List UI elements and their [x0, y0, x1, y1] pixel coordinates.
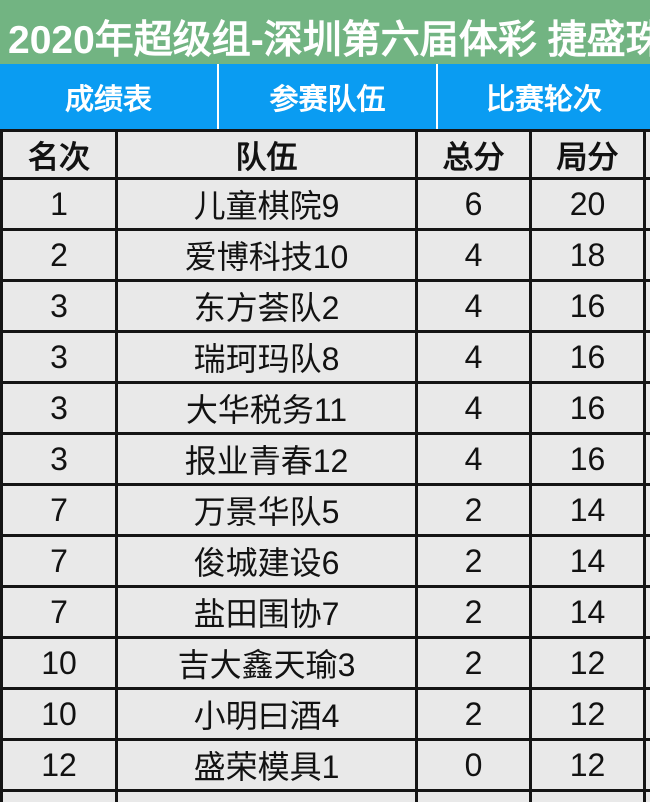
clipped-cell: [643, 534, 650, 588]
clipped-cell: [643, 789, 650, 802]
total-score-cell: 4: [415, 330, 532, 384]
table-row: 3 瑞珂玛队8 4 16: [0, 330, 650, 384]
page-title: 2020年超级组-深圳第六届体彩 捷盛珠宝杯: [8, 19, 650, 62]
rank-cell: 7: [0, 534, 118, 588]
table-row: 10 小明曰酒4 2 12: [0, 687, 650, 741]
clipped-cell: [643, 228, 650, 282]
clipped-cell: [643, 177, 650, 231]
clipped-cell: [643, 330, 650, 384]
table-row: 1 儿童棋院9 6 20: [0, 177, 650, 231]
rank-cell: 1: [0, 177, 118, 231]
total-score-cell: 6: [415, 177, 532, 231]
table-row: 3 大华税务11 4 16: [0, 381, 650, 435]
rank-cell: 12: [0, 738, 118, 792]
team-cell: 爱博科技10: [115, 228, 418, 282]
col-header-total-score: 总分: [415, 129, 532, 180]
team-cell: 瑞珂玛队8: [115, 330, 418, 384]
clipped-cell: [643, 432, 650, 486]
table-row: 7 盐田围协7 2 14: [0, 585, 650, 639]
rank-cell: 3: [0, 432, 118, 486]
game-score-cell: 20: [529, 177, 646, 231]
game-score-cell: 12: [529, 687, 646, 741]
tab-separator: [436, 64, 438, 129]
game-score-cell: 16: [529, 330, 646, 384]
table-header-row: 名次 队伍 总分 局分: [0, 129, 650, 180]
standings-table: 名次 队伍 总分 局分 1 儿童棋院9 6 20 2 爱博科技10 4 18: [0, 129, 650, 802]
col-header-team: 队伍: [115, 129, 418, 180]
rank-cell: 3: [0, 381, 118, 435]
team-cell: 报业青春12: [115, 432, 418, 486]
game-score-cell: 16: [529, 381, 646, 435]
tab-results[interactable]: 成绩表: [0, 64, 217, 129]
team-cell: 大华税务11: [115, 381, 418, 435]
table-row: 3 东方荟队2 4 16: [0, 279, 650, 333]
clipped-cell: [643, 585, 650, 639]
rank-cell: 3: [0, 279, 118, 333]
total-score-cell: 4: [415, 228, 532, 282]
rank-cell: [0, 789, 118, 802]
total-score-cell: 2: [415, 534, 532, 588]
table-row: 2 爱博科技10 4 18: [0, 228, 650, 282]
tab-rounds[interactable]: 比赛轮次: [438, 64, 650, 129]
rank-cell: 7: [0, 585, 118, 639]
team-cell: 吉大鑫天瑜3: [115, 636, 418, 690]
total-score-cell: 2: [415, 687, 532, 741]
rank-cell: 10: [0, 636, 118, 690]
game-score-cell: 14: [529, 534, 646, 588]
rank-cell: 7: [0, 483, 118, 537]
team-cell: 小明曰酒4: [115, 687, 418, 741]
table-row: 7 万景华队5 2 14: [0, 483, 650, 537]
tab-teams[interactable]: 参赛队伍: [219, 64, 436, 129]
table-row: 10 吉大鑫天瑜3 2 12: [0, 636, 650, 690]
col-header-rank: 名次: [0, 129, 118, 180]
game-score-cell: 18: [529, 228, 646, 282]
game-score-cell: 14: [529, 585, 646, 639]
total-score-cell: [415, 789, 532, 802]
clipped-cell: [643, 636, 650, 690]
col-header-clipped: [643, 129, 650, 180]
game-score-cell: 14: [529, 483, 646, 537]
team-cell: 俊城建设6: [115, 534, 418, 588]
total-score-cell: 2: [415, 636, 532, 690]
title-banner: 2020年超级组-深圳第六届体彩 捷盛珠宝杯: [0, 0, 650, 64]
clipped-cell: [643, 381, 650, 435]
rank-cell: 10: [0, 687, 118, 741]
team-cell: 盐田围协7: [115, 585, 418, 639]
total-score-cell: 2: [415, 483, 532, 537]
clipped-cell: [643, 738, 650, 792]
game-score-cell: 16: [529, 432, 646, 486]
rank-cell: 3: [0, 330, 118, 384]
team-cell: 东方荟队2: [115, 279, 418, 333]
total-score-cell: 4: [415, 279, 532, 333]
total-score-cell: 0: [415, 738, 532, 792]
clipped-cell: [643, 279, 650, 333]
total-score-cell: 4: [415, 432, 532, 486]
game-score-cell: 12: [529, 636, 646, 690]
rank-cell: 2: [0, 228, 118, 282]
team-cell: 万景华队5: [115, 483, 418, 537]
total-score-cell: 2: [415, 585, 532, 639]
tab-separator: [217, 64, 219, 129]
col-header-game-score: 局分: [529, 129, 646, 180]
team-cell: 儿童棋院9: [115, 177, 418, 231]
table-row: 7 俊城建设6 2 14: [0, 534, 650, 588]
team-cell: 盛荣模具1: [115, 738, 418, 792]
table-row: 12 盛荣模具1 0 12: [0, 738, 650, 792]
table-row: 3 报业青春12 4 16: [0, 432, 650, 486]
game-score-cell: 16: [529, 279, 646, 333]
game-score-cell: 12: [529, 738, 646, 792]
total-score-cell: 4: [415, 381, 532, 435]
tab-bar: 成绩表 参赛队伍 比赛轮次: [0, 64, 650, 129]
clipped-cell: [643, 687, 650, 741]
table-row-partial: [0, 789, 650, 802]
team-cell: [115, 789, 418, 802]
game-score-cell: [529, 789, 646, 802]
clipped-cell: [643, 483, 650, 537]
